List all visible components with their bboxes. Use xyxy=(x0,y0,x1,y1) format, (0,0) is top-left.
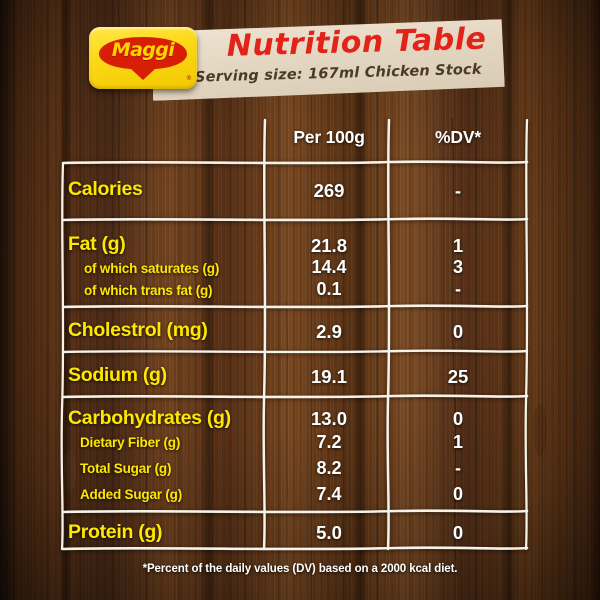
row-value-calories-per100g: 269 xyxy=(313,180,345,201)
row-value-cholestrol-per100g: 2.9 xyxy=(316,321,342,342)
row-label-fat: Fat (g) xyxy=(68,233,126,255)
row-value-calories-dv: - xyxy=(454,180,462,201)
row-value-total-sugar-per100g: 8.2 xyxy=(316,458,342,478)
row-value-saturates-per100g: 14.4 xyxy=(311,257,347,277)
row-label-protein: Protein (g) xyxy=(68,521,163,543)
row-value-total-sugar-dv: - xyxy=(455,458,461,478)
row-label-total-sugar: Total Sugar (g) xyxy=(80,461,172,476)
row-label-sodium: Sodium (g) xyxy=(68,364,167,386)
row-value-protein-per100g: 5.0 xyxy=(316,522,342,543)
row-label-cholestrol: Cholestrol (mg) xyxy=(68,319,208,341)
daily-value-footnote: *Percent of the daily values (DV) based … xyxy=(142,563,458,575)
row-value-carbohydrates-per100g: 13.0 xyxy=(310,408,347,429)
row-label-carbohydrates: Carbohydrates (g) xyxy=(68,407,231,429)
row-label-saturates: of which saturates (g) xyxy=(84,261,220,276)
row-value-added-sugar-dv: 0 xyxy=(452,484,463,504)
row-value-saturates-dv: 3 xyxy=(452,257,463,277)
column-header-per-100g: Per 100g xyxy=(293,127,365,147)
row-value-cholestrol-dv: 0 xyxy=(452,321,464,342)
serving-size-text: Serving size: 167ml Chicken Stock xyxy=(194,61,482,86)
row-value-protein-dv: 0 xyxy=(452,522,464,543)
row-value-fat-dv: 1 xyxy=(452,235,464,256)
column-header-dv: %DV* xyxy=(435,127,481,147)
row-label-added-sugar: Added Sugar (g) xyxy=(80,487,182,502)
row-value-trans-fat-per100g: 0.1 xyxy=(316,279,342,299)
row-label-dietary-fiber: Dietary Fiber (g) xyxy=(80,435,181,450)
row-value-trans-fat-dv: - xyxy=(455,279,461,299)
page-title: Nutrition Table xyxy=(226,21,487,64)
row-value-fat-per100g: 21.8 xyxy=(310,235,347,256)
row-value-dietary-fiber-per100g: 7.2 xyxy=(316,432,342,452)
maggi-logo[interactable]: Maggi ® xyxy=(89,27,197,89)
maggi-wordmark: Maggi xyxy=(111,39,175,61)
header: Nutrition Table Serving size: 167ml Chic… xyxy=(0,0,600,118)
row-value-carbohydrates-dv: 0 xyxy=(452,408,464,429)
row-value-sodium-dv: 25 xyxy=(447,366,469,387)
maggi-shield-icon xyxy=(99,37,187,80)
row-value-dietary-fiber-dv: 1 xyxy=(452,432,463,452)
registered-trademark-icon: ® xyxy=(186,76,191,82)
paper-label-banner: Nutrition Table Serving size: 167ml Chic… xyxy=(151,19,505,101)
row-value-added-sugar-per100g: 7.4 xyxy=(316,484,342,504)
row-label-trans-fat: of which trans fat (g) xyxy=(84,283,213,298)
row-value-sodium-per100g: 19.1 xyxy=(310,366,347,387)
row-label-calories: Calories xyxy=(68,178,143,200)
